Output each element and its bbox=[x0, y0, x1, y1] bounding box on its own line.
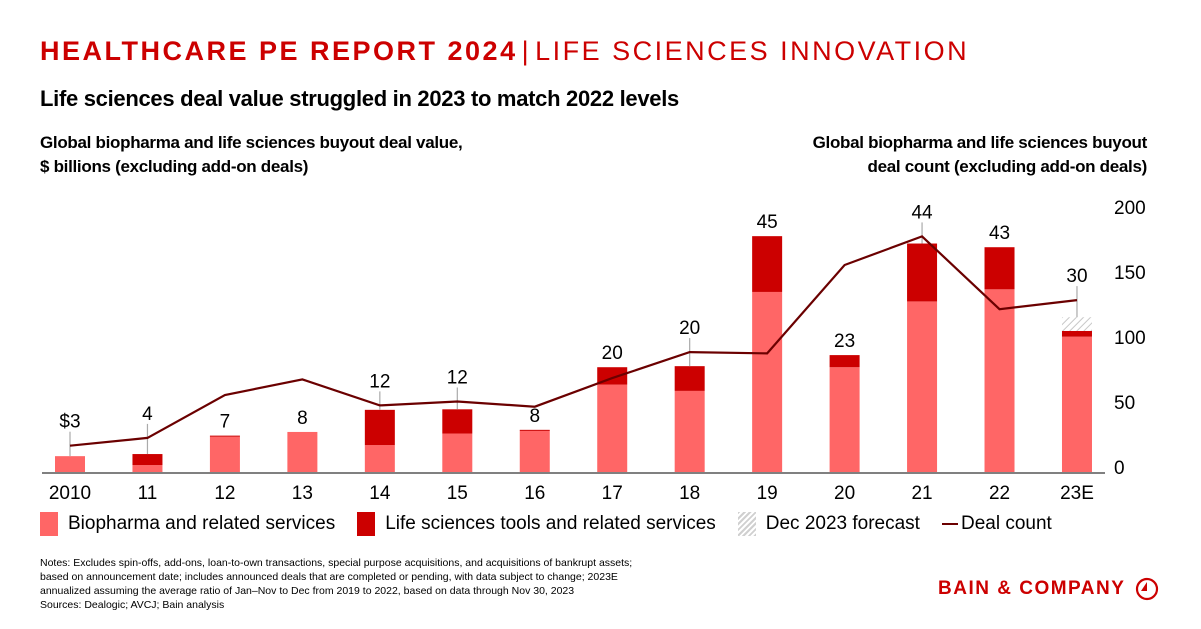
right-axis-label-line: deal count (excluding add-on deals) bbox=[867, 157, 1148, 176]
legend-item-forecast: Dec 2023 forecast bbox=[737, 512, 920, 536]
x-tick-label: 22 bbox=[989, 483, 1010, 504]
bar-biopharma bbox=[55, 456, 85, 473]
bar-biopharma bbox=[907, 301, 938, 473]
bar-biopharma bbox=[597, 384, 628, 473]
legend: Biopharma and related services Life scie… bbox=[40, 512, 1052, 536]
note-line: annualized assuming the average ratio of… bbox=[40, 585, 575, 597]
right-axis-tick-label: 50 bbox=[1114, 393, 1135, 414]
bar-forecast bbox=[1061, 317, 1092, 331]
x-tick-label: 13 bbox=[292, 483, 313, 504]
bar-tools bbox=[907, 243, 938, 302]
right-axis-tick-label: 150 bbox=[1114, 263, 1146, 284]
bar-tools bbox=[1061, 330, 1092, 337]
bar-tools bbox=[519, 429, 550, 431]
bain-logo: BAIN & COMPANY bbox=[938, 577, 1159, 601]
legend-item-deal-count: Deal count bbox=[941, 513, 1052, 535]
bar-biopharma bbox=[829, 367, 860, 473]
total-value-label: 12 bbox=[447, 368, 468, 389]
total-value-label: 8 bbox=[529, 406, 540, 427]
report-section: LIFE SCIENCES INNOVATION bbox=[535, 36, 970, 66]
bar-tools bbox=[674, 366, 705, 391]
bar-tools bbox=[442, 409, 473, 434]
bar-tools bbox=[364, 409, 395, 446]
x-tick-label: 12 bbox=[214, 483, 235, 504]
deal-count-line-swatch bbox=[941, 523, 958, 525]
note-line: Sources: Dealogic; AVCJ; Bain analysis bbox=[40, 599, 225, 611]
note-line: Notes: Excludes spin-offs, add-ons, loan… bbox=[40, 557, 633, 569]
total-value-label: 4 bbox=[142, 404, 153, 425]
total-value-label: 44 bbox=[911, 202, 933, 223]
report-header: HEALTHCARE PE REPORT 2024 | LIFE SCIENCES … bbox=[40, 36, 969, 67]
bar-biopharma bbox=[1061, 336, 1092, 473]
legend-label: Biopharma and related services bbox=[68, 513, 336, 534]
logo-text: BAIN & COMPANY bbox=[938, 578, 1126, 599]
bar-biopharma bbox=[132, 465, 163, 473]
total-value-label: 7 bbox=[220, 412, 231, 433]
x-tick-label: 23E bbox=[1060, 483, 1094, 504]
x-tick-label: 15 bbox=[447, 483, 468, 504]
right-axis-tick-label: 100 bbox=[1114, 328, 1146, 349]
x-tick-label: 18 bbox=[679, 483, 700, 504]
total-value-label: 23 bbox=[834, 331, 855, 352]
legend-label: Life sciences tools and related services bbox=[385, 513, 716, 534]
bar-biopharma bbox=[674, 390, 705, 473]
tools-swatch bbox=[357, 512, 376, 536]
x-tick-label: 19 bbox=[757, 483, 778, 504]
right-axis-tick-label: 200 bbox=[1114, 198, 1146, 219]
total-value-label: $3 bbox=[59, 412, 80, 433]
left-axis-label: Global biopharma and life sciences buyou… bbox=[40, 131, 463, 179]
x-tick-label: 20 bbox=[834, 483, 855, 504]
total-value-label: 8 bbox=[297, 408, 308, 429]
deal-count-line bbox=[69, 235, 1078, 447]
bar-tools bbox=[984, 247, 1015, 290]
bar-tools bbox=[752, 236, 783, 292]
bar-tools bbox=[829, 355, 860, 368]
total-value-label: 30 bbox=[1066, 266, 1087, 287]
total-value-label: 20 bbox=[679, 318, 700, 339]
x-tick-label: 17 bbox=[602, 483, 623, 504]
notes: Notes: Excludes spin-offs, add-ons, loan… bbox=[40, 556, 940, 612]
total-value-label: 12 bbox=[369, 371, 390, 392]
header-separator: | bbox=[521, 36, 532, 66]
legend-label: Dec 2023 forecast bbox=[765, 513, 920, 534]
bar-biopharma bbox=[209, 436, 240, 473]
right-axis-tick-label: 0 bbox=[1114, 458, 1125, 479]
total-value-label: 20 bbox=[602, 343, 623, 364]
legend-item-tools: Life sciences tools and related services bbox=[357, 512, 716, 536]
report-name: HEALTHCARE PE REPORT 2024 bbox=[40, 36, 518, 66]
legend-label: Deal count bbox=[960, 513, 1052, 534]
bar-biopharma bbox=[442, 433, 473, 473]
total-value-label: 43 bbox=[989, 223, 1010, 244]
left-axis-label-line: Global biopharma and life sciences buyou… bbox=[40, 133, 463, 152]
bar-biopharma bbox=[752, 291, 783, 473]
x-tick-label: 2010 bbox=[49, 483, 91, 504]
bain-compass-icon bbox=[1136, 577, 1159, 601]
x-tick-label: 11 bbox=[138, 483, 158, 504]
x-tick-label: 21 bbox=[911, 483, 932, 504]
note-line: based on announcement date; includes ann… bbox=[40, 571, 618, 583]
bar-tools bbox=[209, 435, 240, 437]
x-tick-label: 14 bbox=[369, 483, 391, 504]
bar-biopharma bbox=[287, 431, 318, 473]
legend-item-biopharma: Biopharma and related services bbox=[40, 512, 335, 536]
left-axis-label-line: $ billions (excluding add-on deals) bbox=[40, 157, 309, 176]
bar-biopharma bbox=[984, 289, 1015, 473]
total-value-label: 45 bbox=[757, 212, 778, 233]
forecast-swatch bbox=[737, 512, 756, 536]
right-axis-label-line: Global biopharma and life sciences buyou… bbox=[812, 133, 1148, 152]
chart-title: Life sciences deal value struggled in 20… bbox=[40, 86, 679, 111]
bar-biopharma bbox=[519, 430, 550, 473]
biopharma-swatch bbox=[40, 512, 58, 536]
bar-tools bbox=[132, 454, 163, 466]
right-axis-label: Global biopharma and life sciences buyou… bbox=[812, 131, 1148, 179]
x-tick-label: 16 bbox=[524, 483, 545, 504]
bar-biopharma bbox=[364, 445, 395, 473]
